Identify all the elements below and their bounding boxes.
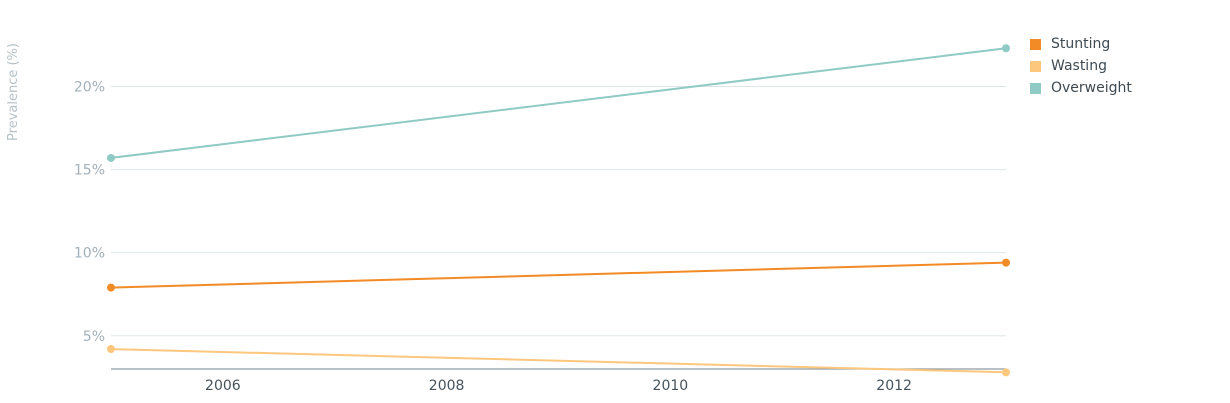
x-tick-label: 2010: [653, 378, 689, 394]
x-tick-labels: 2006 2008 2010 2012: [205, 378, 912, 394]
data-point-wasting[interactable]: [1002, 368, 1010, 377]
y-tick-label: 5%: [83, 329, 105, 345]
legend-label: Stunting: [1051, 36, 1111, 52]
y-tick-label: 15%: [74, 163, 105, 179]
chart-legend: Stunting Wasting Overweight: [1030, 33, 1132, 99]
y-tick-label: 20%: [74, 79, 105, 95]
x-tick-label: 2006: [205, 378, 241, 394]
grid-lines: [111, 85, 1006, 337]
x-tick-label: 2008: [429, 378, 465, 394]
data-point-wasting[interactable]: [107, 345, 115, 354]
legend-swatch: [1030, 82, 1041, 94]
y-tick-labels: 5% 10% 15% 20%: [74, 79, 105, 344]
series-line-overweight: [110, 47, 1007, 159]
legend-item-wasting[interactable]: Wasting: [1030, 55, 1132, 77]
series-lines: [110, 47, 1007, 374]
data-point-overweight[interactable]: [107, 153, 115, 162]
x-tick-label: 2012: [876, 378, 912, 394]
legend-item-overweight[interactable]: Overweight: [1030, 77, 1132, 99]
series-line-wasting: [110, 348, 1007, 374]
legend-swatch: [1030, 60, 1041, 72]
series-points: [107, 44, 1010, 377]
series-line-stunting: [110, 261, 1007, 289]
y-axis-title: Prevalence (%): [6, 43, 21, 141]
data-point-stunting[interactable]: [107, 283, 115, 292]
y-tick-label: 10%: [74, 246, 105, 262]
legend-swatch: [1030, 38, 1041, 50]
legend-label: Overweight: [1051, 80, 1132, 96]
data-point-overweight[interactable]: [1002, 44, 1010, 53]
legend-label: Wasting: [1051, 58, 1107, 74]
data-point-stunting[interactable]: [1002, 258, 1010, 267]
legend-item-stunting[interactable]: Stunting: [1030, 33, 1132, 55]
